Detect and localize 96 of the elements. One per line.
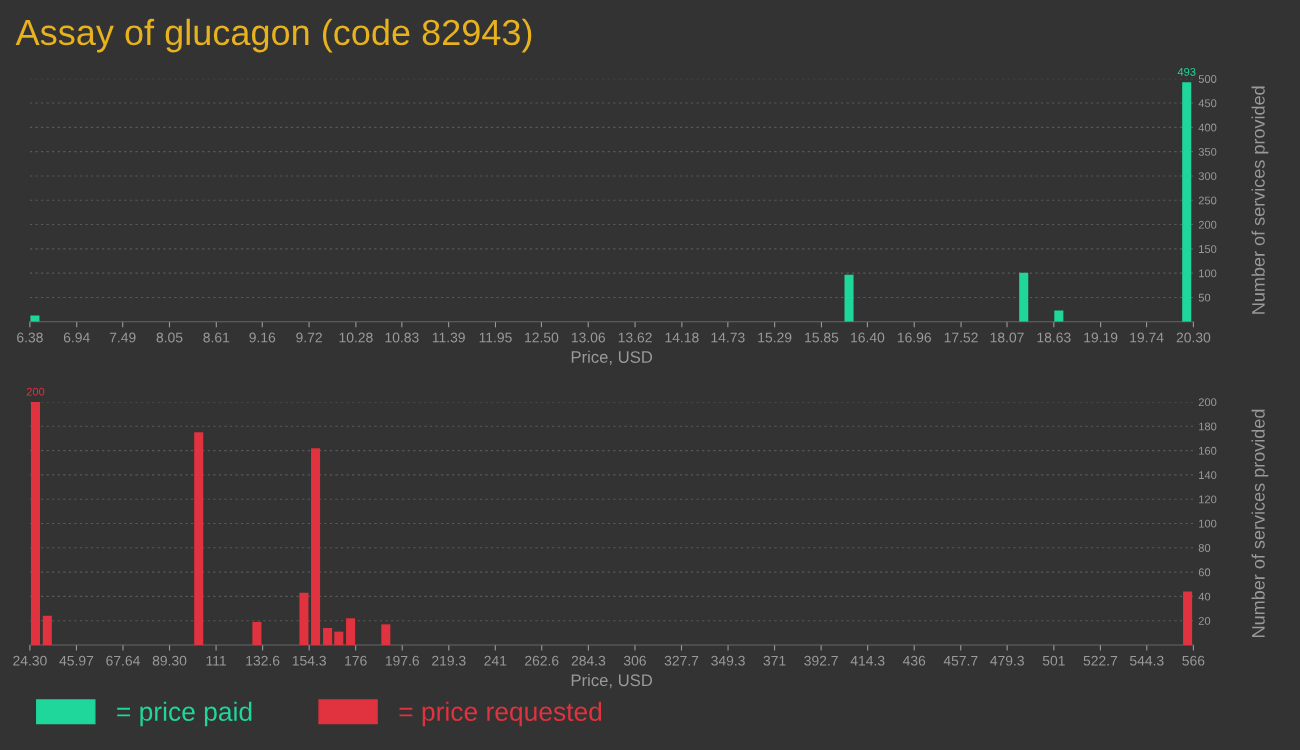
- x-tick-label: 306: [623, 655, 646, 666]
- y-tick-label: 100: [1199, 519, 1217, 528]
- y-tick-label: 60: [1198, 568, 1211, 577]
- bar: [30, 401, 41, 645]
- x-tick-label: 45.97: [59, 655, 94, 666]
- x-tick-label: 522.7: [1083, 655, 1118, 666]
- x-tick-label: 241: [484, 655, 507, 666]
- x-tick-label: 15.85: [805, 332, 839, 343]
- x-tick-label: 479.3: [990, 655, 1024, 666]
- y-tick-label: 120: [1199, 495, 1217, 504]
- x-tick-label: 176: [345, 655, 367, 666]
- y-tick-label: 500: [1198, 75, 1217, 83]
- y-axis-title: Number of services provided: [1251, 409, 1269, 637]
- bar: [334, 631, 344, 645]
- y-tick-label: 100: [1199, 269, 1217, 278]
- x-tick-label: 13.62: [618, 332, 652, 343]
- x-tick-label: 19.19: [1084, 332, 1118, 343]
- x-tick-label: 67.64: [106, 655, 140, 666]
- x-tick-label: 24.30: [13, 655, 47, 666]
- bar: [1182, 82, 1192, 322]
- bar: [252, 621, 262, 645]
- x-tick-label: 566: [1182, 655, 1205, 666]
- x-tick-label: 6.94: [63, 332, 90, 343]
- x-tick-label: 219.3: [432, 655, 466, 666]
- x-tick-label: 436: [902, 655, 926, 666]
- x-tick-label: 14.73: [711, 332, 745, 343]
- x-tick-label: 89.30: [152, 655, 187, 666]
- bar: [381, 624, 391, 645]
- y-tick-label: 350: [1198, 147, 1217, 156]
- x-tick-label: 111: [206, 655, 226, 666]
- bar: [194, 432, 204, 645]
- y-tick-label: 200: [1198, 220, 1217, 229]
- data-label: 200: [26, 387, 45, 396]
- y-tick-label: 400: [1198, 123, 1217, 132]
- x-tick-label: 414.3: [850, 655, 885, 666]
- y-tick-label: 250: [1198, 196, 1217, 205]
- x-tick-label: 18.07: [990, 332, 1024, 343]
- legend-label: = price paid: [117, 701, 252, 727]
- x-tick-label: 10.83: [385, 332, 419, 343]
- bar: [346, 618, 356, 645]
- x-tick-label: 19.74: [1130, 332, 1164, 343]
- y-tick-label: 140: [1199, 471, 1217, 480]
- x-tick-label: 10.28: [339, 332, 373, 343]
- bar: [1183, 591, 1193, 645]
- x-tick-label: 14.18: [665, 332, 699, 343]
- bar: [1019, 272, 1029, 322]
- x-tick-label: 17.52: [944, 332, 978, 343]
- x-tick-label: 16.96: [897, 332, 931, 343]
- x-tick-label: 197.6: [385, 655, 419, 666]
- x-tick-label: 457.7: [943, 655, 978, 666]
- x-axis-title: Price, USD: [571, 350, 653, 365]
- bar: [42, 615, 52, 645]
- bar: [323, 627, 333, 645]
- y-tick-label: 300: [1198, 172, 1217, 181]
- x-tick-label: 11.39: [432, 332, 465, 343]
- data-label: 493: [1177, 67, 1196, 76]
- x-tick-label: 501: [1042, 655, 1065, 666]
- x-tick-label: 11.95: [479, 332, 512, 343]
- bar: [30, 315, 40, 322]
- x-tick-label: 6.38: [17, 332, 43, 343]
- y-tick-label: 180: [1199, 422, 1217, 431]
- y-tick-label: 80: [1198, 544, 1211, 552]
- y-tick-label: 150: [1199, 245, 1217, 253]
- x-tick-label: 8.05: [156, 332, 183, 343]
- x-tick-label: 371: [763, 655, 786, 666]
- y-tick-label: 160: [1199, 446, 1217, 455]
- x-tick-label: 13.06: [571, 332, 606, 343]
- x-tick-label: 544.3: [1129, 655, 1164, 666]
- y-tick-label: 40: [1198, 592, 1211, 601]
- x-tick-label: 349.3: [711, 655, 745, 666]
- x-tick-label: 284.3: [571, 655, 606, 666]
- x-tick-label: 327.7: [664, 655, 699, 666]
- x-tick-label: 15.29: [758, 332, 792, 343]
- x-axis-title: Price, USD: [571, 673, 653, 689]
- x-tick-label: 8.61: [203, 332, 230, 343]
- x-tick-label: 9.16: [249, 332, 276, 343]
- bar: [844, 274, 854, 322]
- bar: [299, 592, 309, 645]
- x-tick-label: 7.49: [109, 332, 136, 343]
- x-tick-label: 18.63: [1037, 332, 1071, 343]
- x-tick-label: 20.30: [1176, 332, 1211, 343]
- x-tick-label: 12.50: [525, 332, 559, 343]
- y-axis-title: Number of services provided: [1251, 86, 1269, 314]
- y-tick-label: 450: [1198, 99, 1217, 108]
- legend-label: = price requested: [399, 701, 602, 727]
- y-tick-label: 200: [1198, 398, 1217, 407]
- x-tick-label: 154.3: [292, 655, 326, 666]
- y-tick-label: 20: [1198, 616, 1211, 625]
- x-tick-label: 392.7: [804, 655, 838, 666]
- x-tick-label: 9.72: [296, 332, 322, 343]
- bar: [311, 448, 321, 645]
- x-tick-label: 16.40: [851, 332, 885, 343]
- y-tick-label: 50: [1198, 293, 1211, 302]
- x-tick-label: 132.6: [246, 655, 280, 666]
- chart-title: Assay of glucagon (code 82943): [15, 18, 532, 53]
- x-tick-label: 262.6: [525, 655, 559, 666]
